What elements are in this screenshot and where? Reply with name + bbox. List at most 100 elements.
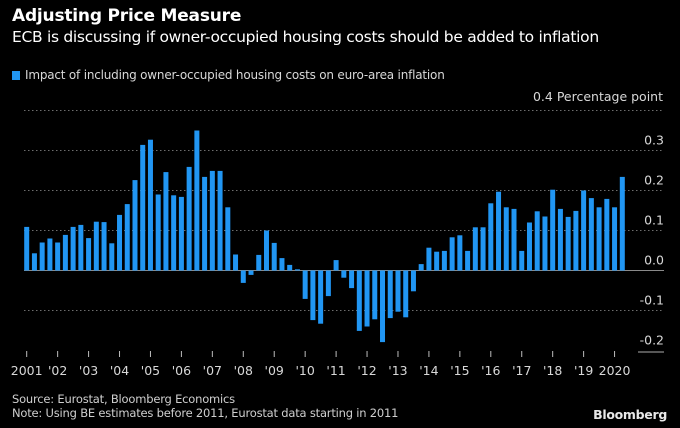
x-tick-label: '03 [79,363,98,378]
x-tick-label: '16 [481,363,500,378]
bar [178,196,184,271]
bar [526,222,532,271]
bar [619,176,625,271]
y-tick-label: 0.2 [644,173,664,188]
bar [472,227,478,271]
y-axis-top-label: 0.4 Percentage point [532,89,663,104]
y-tick-label: 0.1 [644,213,664,228]
bar [233,254,239,271]
bar [573,210,579,271]
bar [55,242,61,271]
bar [279,258,285,271]
bar [403,270,409,318]
bar [124,204,130,271]
x-tick-label: '14 [419,363,438,378]
x-tick-label: '11 [326,363,345,378]
x-tick-label: '06 [172,363,191,378]
y-tick-label: -0.2 [640,333,664,348]
bar [248,270,254,275]
x-axis: 2001 '02 '03 '04 '05 '06 '07 '08 '09 '10 '11 '12 '13… [11,351,631,378]
bar [186,166,192,271]
bloomberg-logo: Bloomberg [593,407,667,422]
bar [511,208,517,271]
bar [225,207,231,271]
bar [140,144,146,271]
bar [217,170,223,271]
bar [209,170,215,271]
bar [109,243,115,271]
bar [434,251,440,271]
bar [78,224,84,271]
x-tick-label: '05 [141,363,160,378]
x-tick-label: '12 [357,363,376,378]
bar [263,230,269,271]
bar [318,270,324,324]
bar [441,250,447,271]
bar [31,253,37,271]
x-tick-label: 2020 [599,363,631,378]
x-tick-label: '17 [512,363,531,378]
source-text: Source: Eurostat, Bloomberg Economics [12,392,235,406]
bar [271,242,277,271]
bar [488,203,494,271]
bar [426,247,432,271]
bar [240,270,246,283]
bar [163,172,169,271]
bar [550,189,556,271]
x-tick-label: '10 [295,363,314,378]
bar [356,270,362,331]
bar [503,207,509,271]
bar [101,222,107,271]
footer-notes: Source: Eurostat, Bloomberg Economics No… [12,392,398,420]
bar [596,207,602,271]
legend-label: Impact of including owner-occupied housi… [25,68,445,82]
bar [47,238,53,271]
x-tick-label: 2001 [11,363,43,378]
bar [70,226,76,271]
bar [565,216,571,271]
bar [287,264,293,271]
bar [132,180,138,271]
bar [465,250,471,271]
bar [310,270,316,321]
y-tick-label: 0.0 [644,253,664,268]
y-tick-label: -0.1 [640,293,664,308]
x-tick-label: '15 [450,363,469,378]
bar [612,207,618,271]
bar [519,250,525,271]
bar [542,216,548,271]
bar [147,139,153,271]
bar [457,235,463,271]
bar [496,191,502,271]
bar [349,270,355,289]
x-tick-label: '19 [574,363,593,378]
chart-subtitle: ECB is discussing if owner-occupied hous… [12,28,599,46]
bar [557,208,563,271]
bar [117,214,123,271]
bar [364,270,370,327]
x-tick-label: '13 [388,363,407,378]
legend: Impact of including owner-occupied housi… [12,68,445,82]
x-tick-label: '08 [234,363,253,378]
x-tick-label: '18 [543,363,562,378]
bar [418,264,424,271]
bar [62,234,68,271]
bar [39,242,45,271]
bar [480,227,486,271]
bar [604,198,610,271]
note-text: Note: Using BE estimates before 2011, Eu… [12,406,399,420]
y-tick-label: 0.3 [644,133,664,148]
bar [93,221,99,271]
bar [171,195,177,271]
bar [395,270,401,312]
x-tick-label: '09 [265,363,284,378]
bar [256,254,262,271]
bar [588,198,594,271]
bar [155,194,161,271]
bar [341,270,347,278]
chart-title: Adjusting Price Measure [12,6,242,26]
bar [449,237,455,271]
x-tick-label: '04 [110,363,129,378]
bar [534,211,540,271]
